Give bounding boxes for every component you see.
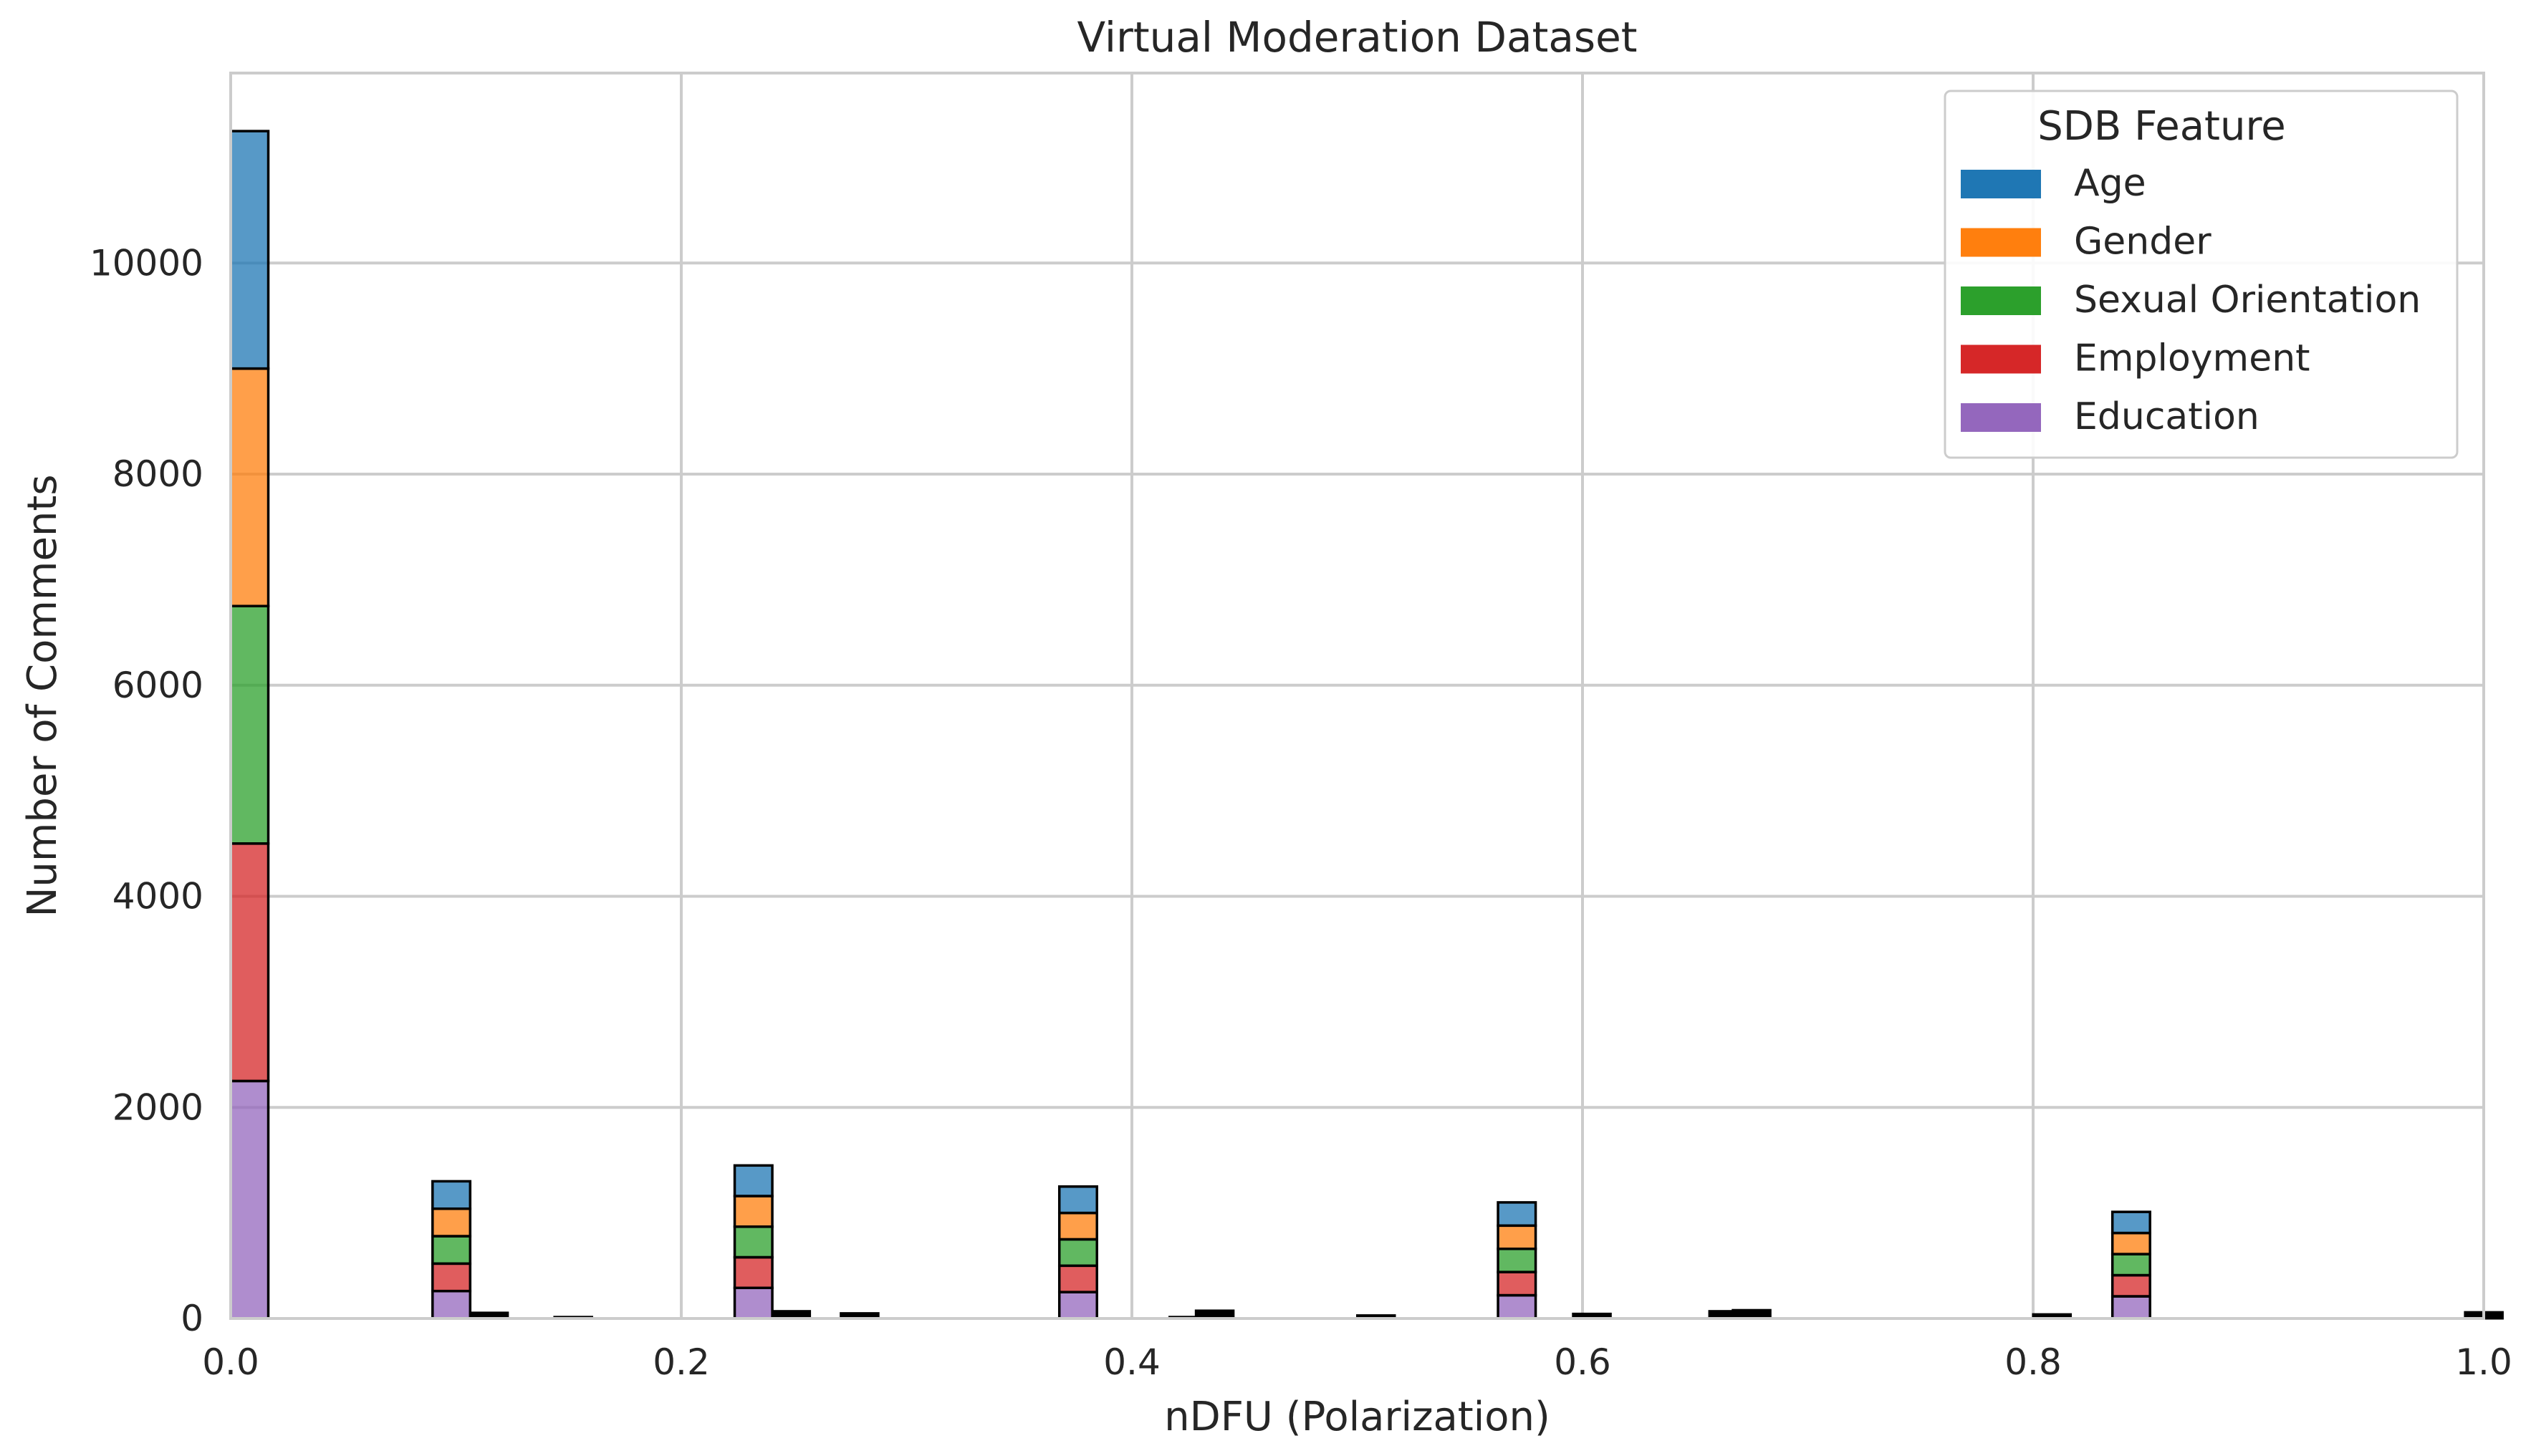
bar-segment xyxy=(431,1289,472,1320)
legend-frame xyxy=(1944,90,2459,459)
bar-segment xyxy=(2110,1253,2151,1277)
bar-segment xyxy=(1057,1264,1099,1293)
chart-title: Virtual Moderation Dataset xyxy=(1077,13,1637,62)
bar-segment xyxy=(1497,1201,1537,1228)
bar-segment xyxy=(431,1235,472,1265)
x-axis-title: nDFU (Polarization) xyxy=(1164,1394,1550,1440)
x-tick-label: 0.6 xyxy=(1554,1341,1611,1383)
tick-labels: 0.0 0.2 0.4 0.6 0.8 1.0 0 2000 4000 6000 8000 10000 xyxy=(90,242,2512,1383)
bar-segment xyxy=(1057,1211,1099,1241)
bar-segment xyxy=(229,367,270,607)
x-tick-label: 1.0 xyxy=(2455,1341,2512,1383)
bar-segment xyxy=(1497,1247,1537,1273)
legend-label: Employment xyxy=(2074,337,2310,380)
legend: SDB Feature Age Gender Sexual Orientation E… xyxy=(1944,90,2459,459)
bar-segment xyxy=(431,1262,472,1293)
bar-segment xyxy=(733,1164,774,1197)
y-tick-label: 6000 xyxy=(112,665,203,706)
x-tick-label: 0.8 xyxy=(2004,1341,2062,1383)
legend-label: Gender xyxy=(2074,221,2211,264)
bar-segment xyxy=(229,842,270,1083)
bar-segment xyxy=(2110,1273,2151,1298)
y-tick-label: 2000 xyxy=(112,1086,203,1128)
legend-label: Age xyxy=(2074,162,2146,205)
bar-segment xyxy=(2110,1210,2151,1235)
legend-label: Sexual Orientation xyxy=(2074,279,2421,322)
y-tick-label: 8000 xyxy=(112,453,203,495)
legend-swatch xyxy=(1961,403,2041,432)
x-tick-label: 0.2 xyxy=(653,1341,710,1383)
x-tick-label: 0.4 xyxy=(1103,1341,1161,1383)
bar-segment xyxy=(1497,1271,1537,1297)
bar-segment xyxy=(733,1286,774,1320)
bar-segment xyxy=(2110,1295,2151,1320)
y-tick-label: 0 xyxy=(181,1298,203,1339)
legend-swatch xyxy=(1961,228,2041,257)
bar-segment xyxy=(229,1079,270,1320)
bar-segment xyxy=(1497,1224,1537,1250)
y-tick-label: 10000 xyxy=(90,242,203,284)
legend-label: Education xyxy=(2074,395,2259,438)
bar-segment xyxy=(431,1180,472,1210)
y-axis-title: Number of Comments xyxy=(19,474,66,917)
bar-segment xyxy=(431,1207,472,1238)
bar-segment xyxy=(733,1255,774,1290)
x-tick-label: 0.0 xyxy=(202,1341,259,1383)
bar-segment xyxy=(229,130,270,370)
bar-segment xyxy=(1057,1291,1099,1320)
plot-frame xyxy=(229,72,2485,1320)
y-tick-label: 4000 xyxy=(112,876,203,917)
bar-segment xyxy=(733,1225,774,1259)
legend-title: SDB Feature xyxy=(2037,103,2286,150)
legend-swatch xyxy=(1961,170,2041,198)
legend-swatch xyxy=(1961,344,2041,374)
bar-segment xyxy=(1057,1238,1099,1268)
bar-segment xyxy=(733,1195,774,1228)
bar-segment xyxy=(229,604,270,845)
bar-segment xyxy=(1497,1293,1537,1320)
bar-segment xyxy=(2110,1231,2151,1255)
bar-segment xyxy=(1057,1185,1099,1215)
legend-swatch xyxy=(1961,286,2041,315)
